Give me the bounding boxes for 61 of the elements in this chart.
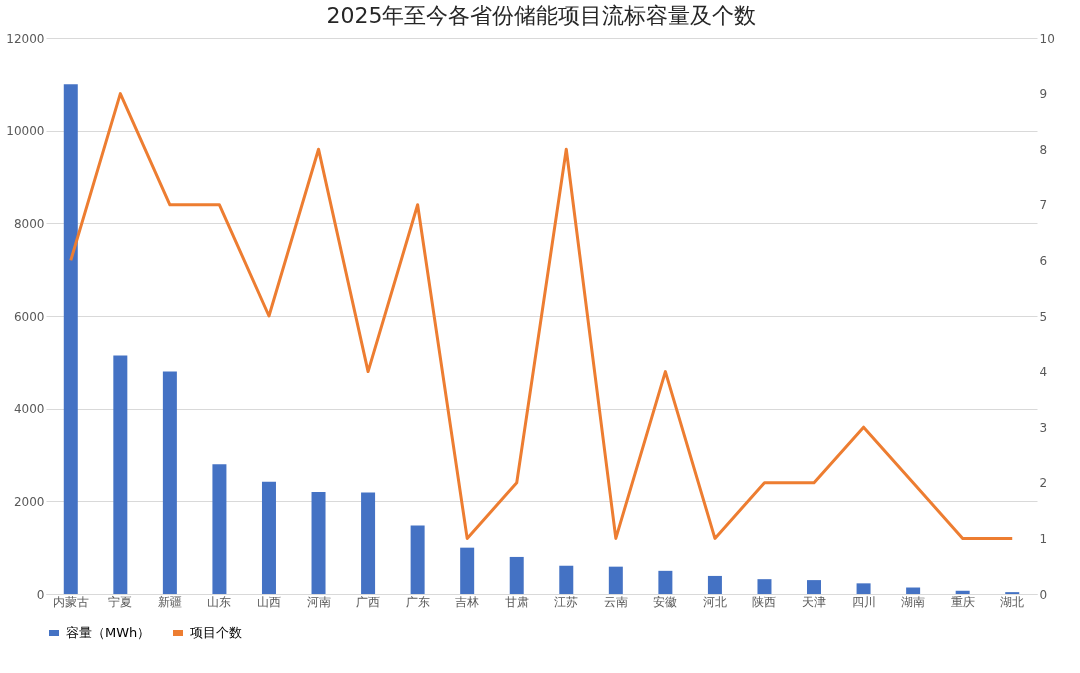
bar [460, 547, 475, 594]
x-tick-label: 江苏 [554, 594, 579, 609]
y-tick-label: 6000 [13, 309, 45, 324]
x-tick-label: 安徽 [653, 594, 678, 609]
y-tick-label: 12000 [6, 31, 45, 46]
bar [261, 481, 276, 594]
bar [955, 590, 970, 594]
x-tick-label: 湖北 [1000, 594, 1025, 609]
bar [559, 565, 574, 594]
x-tick-label: 广西 [356, 594, 381, 609]
y-tick-label: 8000 [13, 216, 45, 231]
x-tick-label: 山西 [256, 594, 281, 609]
y2-tick-label: 3 [1039, 420, 1048, 435]
y2-tick-label: 9 [1039, 87, 1048, 102]
chart-title: 2025年至今各省份储能项目流标容量及个数 [326, 3, 757, 28]
x-tick-label: 云南 [603, 594, 628, 609]
x-tick-label: 湖南 [901, 594, 926, 609]
x-tick-label: 内蒙古 [52, 594, 89, 609]
x-tick-label: 宁夏 [108, 594, 133, 609]
bar [212, 464, 227, 594]
x-tick-label: 山东 [207, 594, 232, 609]
bar [658, 570, 673, 594]
legend-label: 项目个数 [190, 625, 242, 640]
line-series [69, 92, 1014, 540]
bar [807, 580, 822, 594]
x-tick-label: 天津 [802, 594, 827, 609]
bar [608, 566, 623, 594]
y-tick-label: 2000 [13, 494, 45, 509]
bar [113, 355, 128, 594]
bar [162, 371, 177, 594]
bar [906, 587, 921, 594]
bar [856, 583, 871, 594]
y2-tick-label: 4 [1039, 365, 1048, 380]
y2-tick-label: 2 [1039, 476, 1048, 491]
x-tick-label: 河北 [702, 594, 727, 609]
x-tick-label: 甘肃 [504, 594, 529, 609]
bar [63, 84, 78, 594]
bar [509, 556, 524, 594]
y-tick-label: 10000 [6, 124, 45, 139]
x-tick-label: 河南 [306, 594, 331, 609]
x-tick-label: 陕西 [752, 594, 777, 609]
x-tick-label: 重庆 [950, 594, 975, 609]
x-tick-label: 新疆 [157, 594, 182, 609]
y2-tick-label: 7 [1039, 198, 1048, 213]
bar [361, 492, 376, 594]
legend-label: 容量（MWh） [66, 625, 151, 640]
x-tick-label: 广东 [405, 594, 430, 609]
bar [311, 492, 326, 594]
y2-tick-label: 1 [1039, 531, 1048, 546]
x-tick-label: 吉林 [455, 594, 480, 609]
y2-tick-label: 5 [1039, 309, 1048, 324]
y-tick-label: 4000 [13, 402, 45, 417]
y2-tick-label: 6 [1039, 253, 1048, 268]
y-tick-label: 0 [36, 587, 45, 602]
y2-tick-label: 10 [1039, 31, 1055, 46]
bar [410, 525, 425, 594]
x-tick-label: 四川 [851, 594, 876, 609]
bar [707, 575, 722, 594]
bar [757, 579, 772, 594]
y2-tick-label: 8 [1039, 142, 1048, 157]
y2-tick-label: 0 [1039, 587, 1048, 602]
